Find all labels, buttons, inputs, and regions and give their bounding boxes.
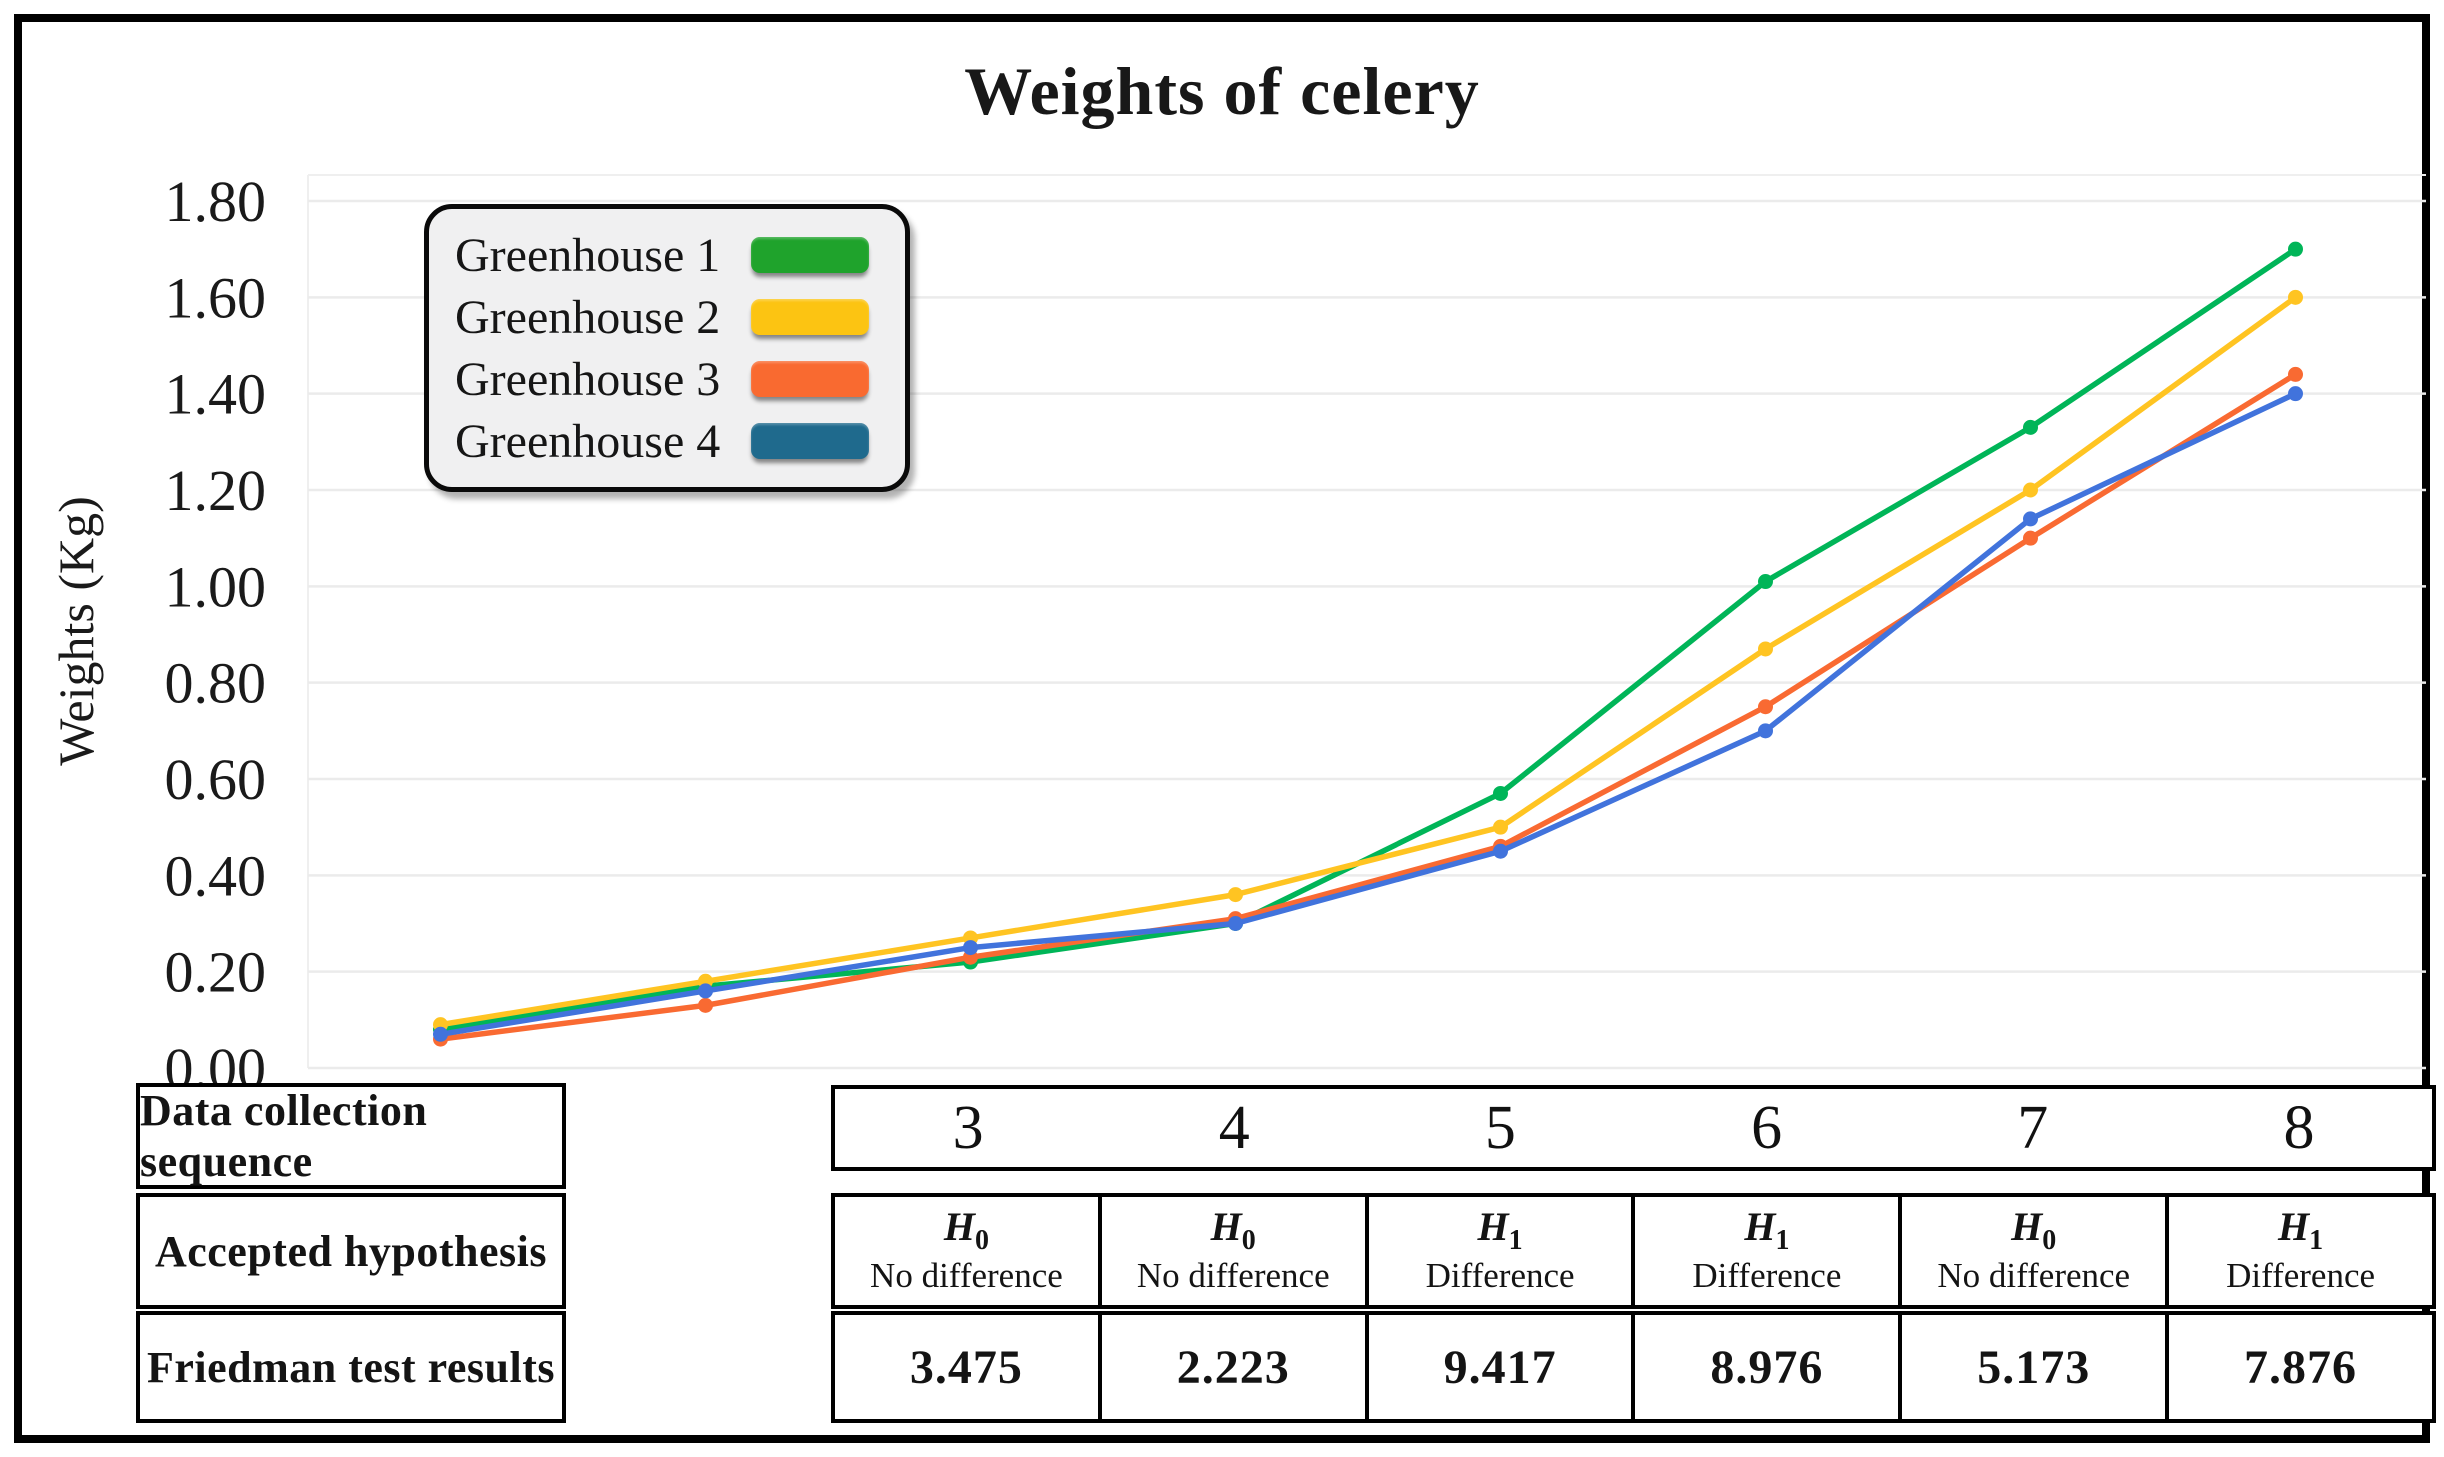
svg-text:0.60: 0.60: [165, 747, 267, 812]
svg-text:1.60: 1.60: [165, 265, 267, 330]
svg-text:1.80: 1.80: [165, 169, 267, 234]
table-row-header-friedman: Friedman test results: [136, 1311, 566, 1423]
sequence-cell: 6: [1751, 1093, 1783, 1162]
sequence-cell: 5: [1484, 1093, 1516, 1162]
legend-swatch-orange-icon: [751, 361, 869, 397]
legend-item-greenhouse-1: Greenhouse 1: [429, 224, 905, 286]
legend-swatch-blue-icon: [751, 423, 869, 459]
svg-text:0.80: 0.80: [165, 651, 267, 716]
table-row-header-sequence: Data collection sequence: [136, 1083, 566, 1189]
table-row-sequence-values: 3 4 5 6 7 8: [831, 1085, 2436, 1171]
friedman-result-cell: 2.223: [1176, 1340, 1290, 1394]
svg-text:1.40: 1.40: [165, 362, 267, 427]
hypothesis-cell: H1 Difference: [1631, 1197, 1898, 1305]
table-row-hypothesis-values: H0 No difference H0 No difference H1 Dif…: [831, 1193, 2436, 1309]
chart-legend: Greenhouse 1 Greenhouse 2 Greenhouse 3 G…: [424, 204, 910, 492]
friedman-result-cell: 5.173: [1977, 1340, 2091, 1394]
hypothesis-cell: H0 No difference: [1097, 1197, 1365, 1305]
sequence-cell: 7: [2017, 1093, 2049, 1162]
legend-item-greenhouse-4: Greenhouse 4: [429, 410, 905, 472]
friedman-result-cell: 8.976: [1710, 1340, 1824, 1394]
hypothesis-cell: H1 Difference: [1364, 1197, 1632, 1305]
hypothesis-cell: H1 Difference: [2165, 1197, 2432, 1305]
legend-label: Greenhouse 2: [455, 290, 721, 344]
svg-text:0.20: 0.20: [165, 940, 267, 1005]
friedman-result-cell: 7.876: [2244, 1340, 2358, 1394]
hypothesis-cell: H0 No difference: [870, 1204, 1063, 1296]
svg-text:1.20: 1.20: [165, 458, 267, 523]
sequence-cell: 4: [1218, 1093, 1250, 1162]
friedman-result-cell: 3.475: [909, 1340, 1023, 1394]
sequence-cell: 3: [952, 1093, 984, 1162]
svg-text:0.40: 0.40: [165, 843, 267, 908]
legend-label: Greenhouse 1: [455, 228, 721, 282]
sequence-cell: 8: [2283, 1093, 2315, 1162]
line-chart-plot-area: 0.000.200.400.600.801.001.201.401.601.80: [165, 169, 2426, 1101]
table-row-header-hypothesis: Accepted hypothesis: [136, 1193, 566, 1309]
figure-frame: 0.00 0.20 0.40 0.60 0.80 1.00 1.20 1.40 1.60 1.80…: [14, 14, 2436, 1443]
friedman-result-cell: 9.417: [1443, 1340, 1557, 1394]
legend-swatch-green-icon: [751, 237, 869, 273]
legend-label: Greenhouse 4: [455, 414, 721, 468]
y-axis-label: Weights (Kg): [48, 496, 104, 766]
hypothesis-cell: H0 No difference: [1898, 1197, 2165, 1305]
chart-title: Weights of celery: [964, 53, 1480, 129]
table-row-friedman-values: 3.475 2.223 9.417 8.976 5.173 7.876: [831, 1311, 2436, 1423]
legend-label: Greenhouse 3: [455, 352, 721, 406]
legend-swatch-yellow-icon: [751, 299, 869, 335]
legend-item-greenhouse-3: Greenhouse 3: [429, 348, 905, 410]
legend-item-greenhouse-2: Greenhouse 2: [429, 286, 905, 348]
svg-text:1.00: 1.00: [165, 554, 267, 619]
